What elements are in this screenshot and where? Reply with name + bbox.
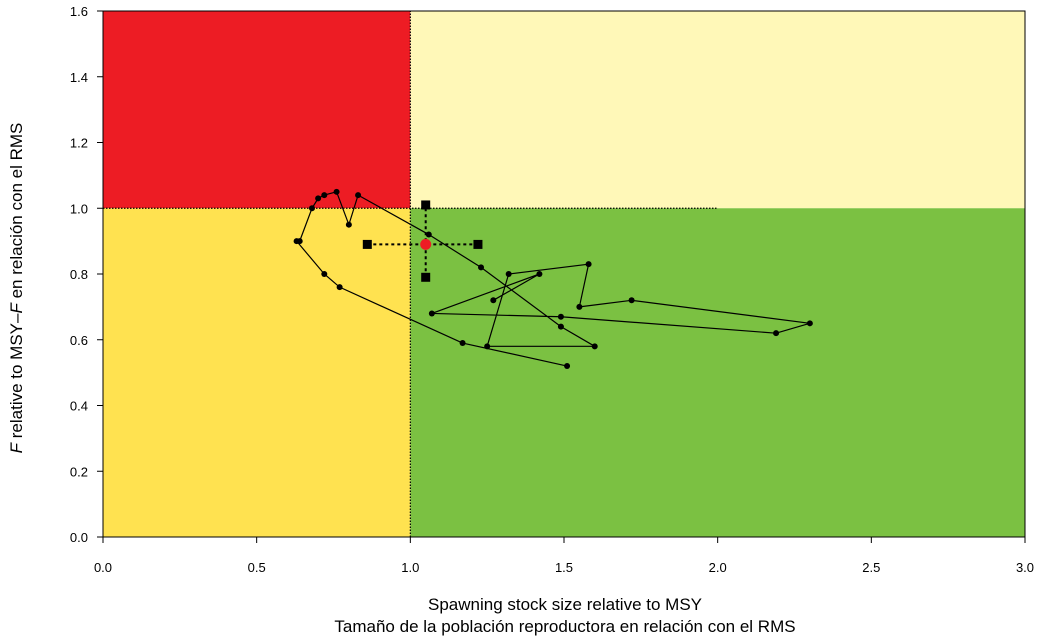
y-tick-label: 0.8 xyxy=(70,267,88,282)
y-axis-title: F relative to MSY–F en relación con el R… xyxy=(7,123,26,454)
y-tick-label: 1.6 xyxy=(70,4,88,19)
trajectory-point xyxy=(308,205,315,212)
trajectory-point xyxy=(315,195,322,202)
trajectory-point xyxy=(296,238,303,245)
trajectory-point xyxy=(591,343,598,350)
y-tick-label: 0.4 xyxy=(70,399,88,414)
trajectory-point xyxy=(806,320,813,327)
trajectory-point xyxy=(576,303,583,310)
y-axis-title-part: relative to MSY– xyxy=(7,313,26,443)
quadrant-overfished-overfishing xyxy=(103,11,411,209)
y-axis-title-italic-f2: F xyxy=(7,302,26,314)
x-tick-label: 2.5 xyxy=(862,560,880,575)
quadrant-healthy-overfishing xyxy=(410,11,1025,209)
x-tick-label: 0.0 xyxy=(94,560,112,575)
y-axis-title-italic-f: F xyxy=(7,441,26,453)
trajectory-point xyxy=(321,192,328,199)
trajectory-point xyxy=(345,221,352,228)
trajectory-point xyxy=(484,343,491,350)
trajectory-point xyxy=(355,192,362,199)
interval-end-marker xyxy=(421,200,431,210)
y-tick-label: 0.2 xyxy=(70,464,88,479)
trajectory-point xyxy=(536,271,543,277)
x-tick-label: 2.0 xyxy=(709,560,727,575)
x-tick-label: 0.5 xyxy=(248,560,266,575)
y-tick-label: 1.2 xyxy=(70,136,88,151)
current-status-point xyxy=(420,238,432,250)
x-axis-title-spanish: Tamaño de la población reproductora en r… xyxy=(334,617,795,636)
interval-end-marker xyxy=(473,239,483,249)
trajectory-point xyxy=(557,323,564,330)
trajectory-point xyxy=(564,363,571,370)
trajectory-point xyxy=(628,297,635,304)
trajectory-point xyxy=(321,271,328,277)
y-tick-label: 1.4 xyxy=(70,70,88,85)
quadrant-healthy xyxy=(410,208,1025,537)
trajectory-point xyxy=(425,231,432,238)
trajectory-point xyxy=(336,284,343,291)
quadrant-overfished-not-overfishing xyxy=(103,208,411,537)
trajectory-point xyxy=(459,340,466,347)
y-tick-label: 1.0 xyxy=(70,201,88,216)
trajectory-point xyxy=(478,264,485,271)
interval-end-marker xyxy=(421,272,431,282)
y-tick-label: 0.6 xyxy=(70,333,88,348)
x-tick-label: 3.0 xyxy=(1016,560,1034,575)
interval-end-marker xyxy=(362,239,372,249)
trajectory-point xyxy=(490,297,497,304)
x-axis-title-english: Spawning stock size relative to MSY xyxy=(428,595,702,614)
trajectory-point xyxy=(333,188,340,195)
x-tick-label: 1.5 xyxy=(555,560,573,575)
x-tick-label: 1.0 xyxy=(401,560,419,575)
trajectory-point xyxy=(505,271,512,277)
y-tick-label: 0.0 xyxy=(70,530,88,545)
trajectory-point xyxy=(585,261,592,268)
trajectory-point xyxy=(773,330,780,337)
trajectory-point xyxy=(557,313,564,320)
y-axis-title-part2: en relación con el RMS xyxy=(7,123,26,303)
trajectory-point xyxy=(428,310,435,317)
